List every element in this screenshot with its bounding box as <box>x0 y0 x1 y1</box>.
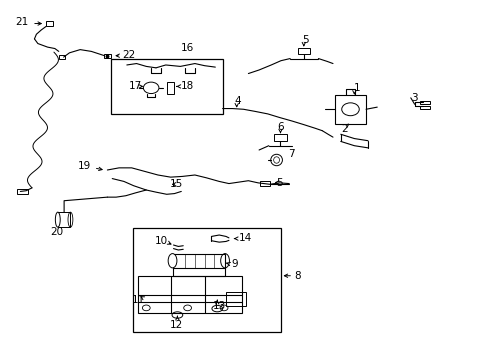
Bar <box>58 212 70 227</box>
Text: 5: 5 <box>276 177 283 188</box>
Bar <box>334 95 366 123</box>
Text: 1: 1 <box>353 83 359 93</box>
Bar <box>18 189 28 194</box>
Bar <box>225 292 246 306</box>
Bar <box>419 101 429 104</box>
Text: 22: 22 <box>122 50 135 60</box>
Text: 15: 15 <box>169 179 183 189</box>
Text: 10: 10 <box>155 236 168 246</box>
Text: 6: 6 <box>277 122 284 132</box>
Bar <box>104 54 111 58</box>
Text: 12: 12 <box>169 320 183 330</box>
Bar <box>132 228 281 332</box>
Ellipse shape <box>55 212 60 227</box>
Bar <box>273 134 287 141</box>
Text: 9: 9 <box>230 258 237 269</box>
Ellipse shape <box>270 154 282 166</box>
Bar <box>172 253 224 268</box>
Text: 2: 2 <box>341 123 347 134</box>
Bar <box>59 55 65 59</box>
Text: 21: 21 <box>15 17 28 27</box>
Bar <box>419 106 429 109</box>
Text: 14: 14 <box>238 233 251 243</box>
Bar <box>260 181 269 186</box>
Bar <box>111 59 222 114</box>
Text: 4: 4 <box>234 96 241 106</box>
Text: 18: 18 <box>180 81 193 91</box>
Text: 19: 19 <box>78 161 91 171</box>
Text: 16: 16 <box>180 43 193 53</box>
Text: 5: 5 <box>301 35 308 45</box>
Text: 8: 8 <box>293 271 300 281</box>
Bar <box>166 82 174 94</box>
Text: 13: 13 <box>212 301 225 311</box>
Text: 3: 3 <box>410 93 417 103</box>
Bar <box>46 21 53 26</box>
Text: 7: 7 <box>287 149 294 158</box>
Text: 17: 17 <box>128 81 142 91</box>
Bar <box>297 48 309 54</box>
Text: 11: 11 <box>131 295 144 305</box>
Ellipse shape <box>168 253 177 268</box>
Bar <box>137 276 242 313</box>
Text: 20: 20 <box>50 227 63 237</box>
